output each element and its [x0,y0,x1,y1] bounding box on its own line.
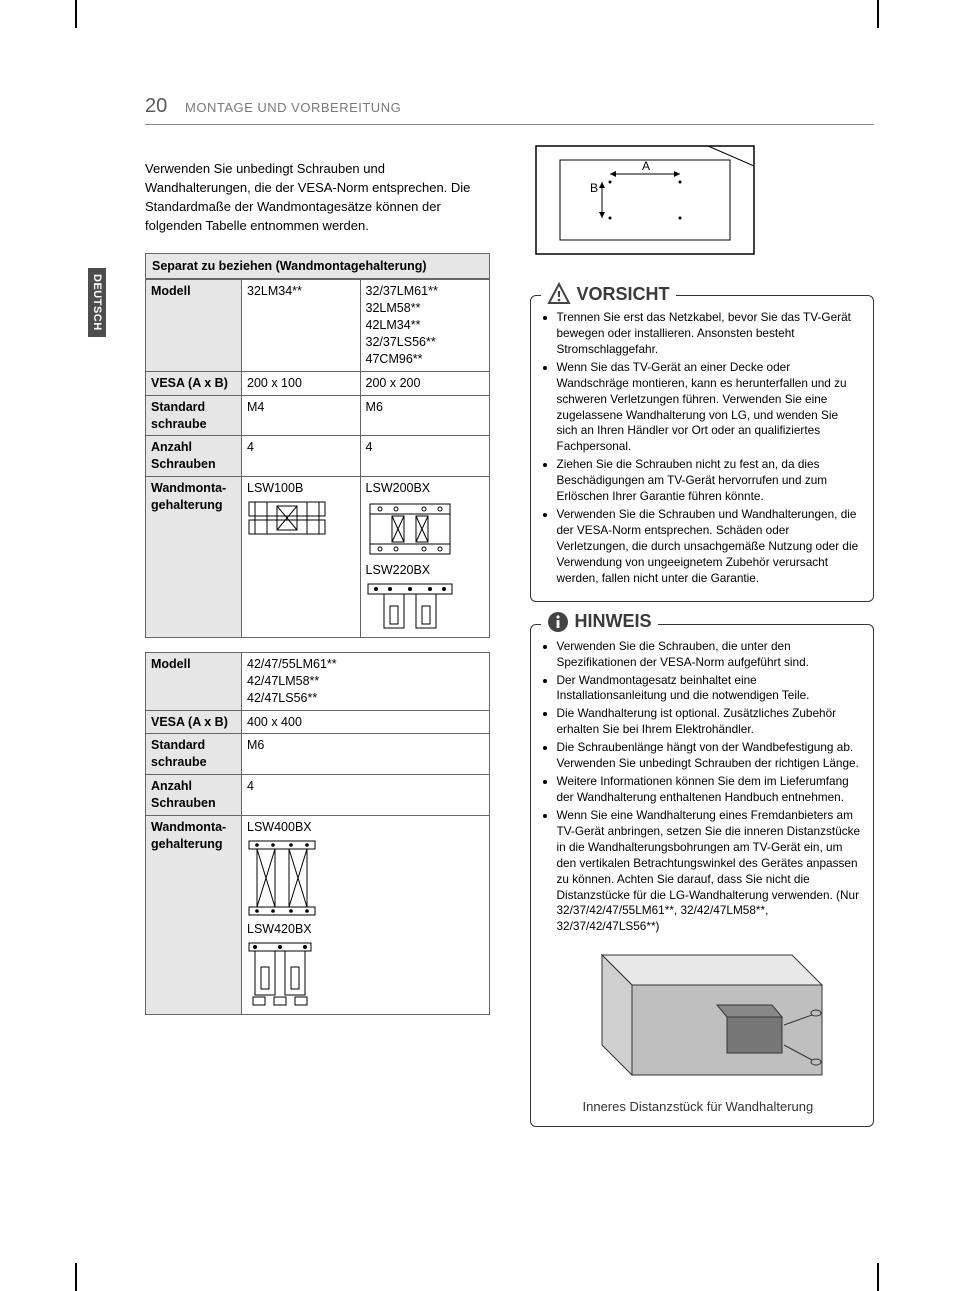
caution-title: VORSICHT [577,284,670,305]
cell: 32LM34** [242,280,361,371]
cell: LSW200BX LSW220BX [360,477,489,638]
cell: LSW100B [242,477,361,638]
cell: M6 [242,734,490,775]
row-label-bracket: Wandmonta-gehalterung [146,815,242,1014]
crop-mark [877,1263,879,1291]
left-column: Verwenden Sie unbedingt Schrauben und Wa… [145,160,490,1149]
bracket-icon [247,839,317,917]
info-icon [547,611,569,633]
list-item: Die Wandhalterung ist optional. Zusätzli… [557,706,862,738]
list-item: Weitere Informationen können Sie dem im … [557,774,862,806]
cell: 4 [242,436,361,477]
bracket-name: LSW220BX [366,563,431,577]
intro-paragraph: Verwenden Sie unbedingt Schrauben und Wa… [145,160,490,235]
row-label-vesa: VESA (A x B) [146,371,242,395]
warning-icon [547,282,571,306]
list-item: Wenn Sie das TV-Gerät an einer Decke ode… [557,360,862,456]
illustration-caption: Inneres Distanzstück für Wandhalterung [583,1099,862,1114]
cell: LSW400BX LSW420BX [242,815,490,1014]
cell: M4 [242,395,361,436]
cell: 42/47/55LM61** 42/47LM58** 42/47LS56** [242,652,490,710]
note-list: Verwenden Sie die Schrauben, die unter d… [543,639,862,936]
spec-table-2: Modell 42/47/55LM61** 42/47LM58** 42/47L… [145,652,490,1015]
mount-illustration [572,945,832,1095]
row-label-model: Modell [146,280,242,371]
row-label-vesa: VESA (A x B) [146,710,242,734]
row-label-bracket: Wandmonta-gehalterung [146,477,242,638]
cell: 4 [360,436,489,477]
cell: 4 [242,775,490,816]
note-title: HINWEIS [575,611,652,632]
list-item: Der Wandmontagesatz beinhaltet eine Inst… [557,673,862,705]
vesa-a-label: A [642,159,650,173]
bracket-icon [247,941,313,1007]
row-label-count: Anzahl Schrauben [146,775,242,816]
bracket-icon [366,582,454,630]
bracket-name: LSW100B [247,481,303,495]
list-item: Verwenden Sie die Schrauben und Wandhalt… [557,507,862,587]
list-item: Wenn Sie eine Wandhalterung eines Fremda… [557,808,862,935]
row-label-screw: Standard schraube [146,395,242,436]
table-caption: Separat zu beziehen (Wandmontagehalterun… [145,253,490,279]
caution-box: VORSICHT Trennen Sie erst das Netzkabel,… [530,295,875,602]
right-column: A B VORSICHT Trennen Sie erst das Netzka… [530,140,875,1149]
bracket-name: LSW400BX [247,820,312,834]
vesa-b-label: B [590,181,598,195]
cell: 200 x 100 [242,371,361,395]
caution-list: Trennen Sie erst das Netzkabel, bevor Si… [543,310,862,587]
list-item: Die Schraubenlänge hängt von der Wandbef… [557,740,862,772]
cell: M6 [360,395,489,436]
bracket-icon [247,500,327,536]
bracket-icon [366,500,454,558]
cell: 400 x 400 [242,710,490,734]
row-label-count: Anzahl Schrauben [146,436,242,477]
vesa-diagram: A B [530,140,760,260]
cell: 32/37LM61** 32LM58** 42LM34** 32/37LS56*… [360,280,489,371]
list-item: Ziehen Sie die Schrauben nicht zu fest a… [557,457,862,505]
cell: 200 x 200 [360,371,489,395]
bracket-name: LSW420BX [247,922,312,936]
spec-table-1: Modell 32LM34** 32/37LM61** 32LM58** 42L… [145,279,490,638]
row-label-model: Modell [146,652,242,710]
bracket-name: LSW200BX [366,481,431,495]
row-label-screw: Standard schraube [146,734,242,775]
list-item: Trennen Sie erst das Netzkabel, bevor Si… [557,310,862,358]
crop-mark [75,1263,77,1291]
list-item: Verwenden Sie die Schrauben, die unter d… [557,639,862,671]
note-box: HINWEIS Verwenden Sie die Schrauben, die… [530,624,875,1128]
